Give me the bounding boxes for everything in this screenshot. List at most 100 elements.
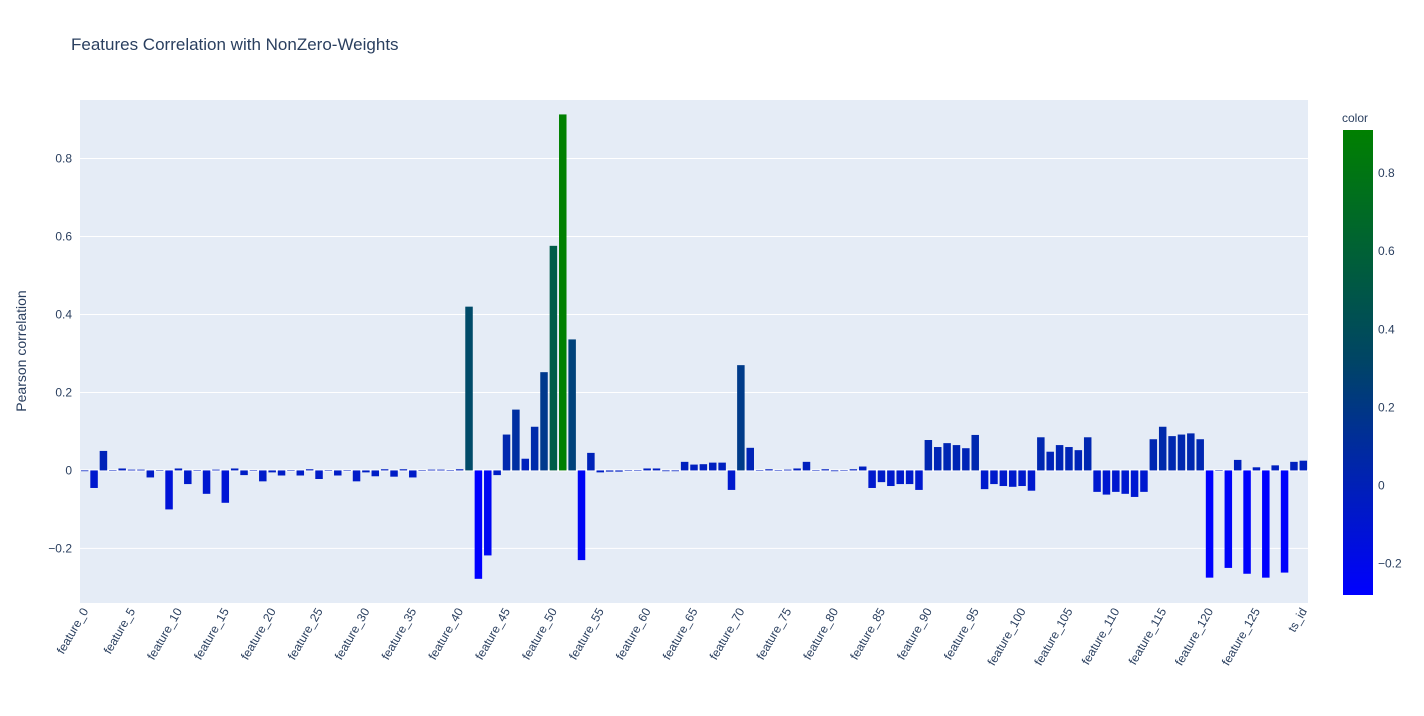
bar[interactable]: feature_119: 0.08 <box>1196 439 1204 471</box>
bar[interactable]: feature_114: 0.08 <box>1149 439 1158 471</box>
bar[interactable]: feature_97: -0.035 <box>990 470 998 485</box>
bar[interactable]: feature_9: -0.1 <box>165 470 173 510</box>
bar[interactable]: feature_13: -0.06 <box>202 470 211 494</box>
bar[interactable]: feature_42: -0.278 <box>474 470 483 579</box>
bar[interactable]: feature_75: 0.002 <box>783 469 792 471</box>
bar[interactable]: feature_107: 0.085 <box>1083 437 1092 471</box>
bar[interactable]: feature_19: -0.028 <box>259 470 267 482</box>
bar[interactable]: feature_37: 0.002 <box>427 469 436 471</box>
bar[interactable]: feature_83: 0.01 <box>858 466 867 471</box>
bar[interactable]: feature_126: -0.275 <box>1262 470 1270 578</box>
bar[interactable]: feature_105: 0.06 <box>1065 447 1073 471</box>
bar[interactable]: feature_89: -0.05 <box>915 470 923 490</box>
bar[interactable]: feature_94: 0.057 <box>962 448 970 471</box>
bar[interactable]: feature_21: -0.013 <box>277 470 286 476</box>
bar[interactable]: feature_59: 0 <box>634 470 642 471</box>
bar[interactable]: feature_16: 0.005 <box>230 468 239 471</box>
bar[interactable]: feature_62: -0.002 <box>662 470 670 472</box>
bar[interactable]: feature_38: 0.002 <box>437 469 445 471</box>
bar[interactable]: feature_61: 0.005 <box>652 468 661 471</box>
bar[interactable]: feature_40: 0.003 <box>455 469 464 471</box>
bar[interactable]: feature_58: 0 <box>624 470 633 471</box>
bar[interactable]: feature_64: 0.022 <box>680 461 689 471</box>
bar[interactable]: feature_25: -0.022 <box>315 470 323 480</box>
bar[interactable]: feature_12: 0 <box>193 470 201 471</box>
bar[interactable]: feature_30: -0.005 <box>362 470 370 473</box>
bar[interactable]: feature_50: 0.576 <box>549 245 558 471</box>
bar[interactable]: feature_112: -0.068 <box>1130 470 1139 497</box>
bar[interactable]: feature_11: -0.035 <box>184 470 192 485</box>
bar[interactable]: feature_49: 0.252 <box>540 372 548 471</box>
bar[interactable]: feature_80: -0.002 <box>830 470 839 472</box>
bar[interactable]: feature_4: 0.005 <box>118 468 126 471</box>
bar[interactable]: feature_67: 0.02 <box>708 462 717 471</box>
bar[interactable]: feature_0: -0.002 <box>80 470 89 472</box>
bar[interactable]: feature_26: 0 <box>324 470 333 471</box>
bar[interactable]: feature_124: -0.265 <box>1243 470 1251 574</box>
bar[interactable]: feature_31: -0.015 <box>371 470 380 477</box>
bar[interactable]: feature_122: -0.25 <box>1224 470 1233 568</box>
bar[interactable]: feature_15: -0.083 <box>221 470 230 503</box>
bar[interactable]: ts_id: 0.025 <box>1299 460 1308 471</box>
bar[interactable]: feature_65: 0.015 <box>690 464 698 471</box>
bar[interactable]: feature_70: 0.27 <box>737 365 745 471</box>
bar[interactable]: feature_117: 0.092 <box>1177 434 1186 471</box>
bar[interactable]: feature_48: 0.112 <box>530 426 539 471</box>
bar[interactable]: feature_63: -0.002 <box>671 470 680 472</box>
bar[interactable]: feature_109: -0.062 <box>1102 470 1111 495</box>
bar[interactable]: feature_41: 0.42 <box>465 306 473 471</box>
bar[interactable]: feature_17: -0.012 <box>240 470 248 476</box>
bar[interactable]: feature_54: 0.045 <box>587 452 595 471</box>
bar[interactable]: feature_68: 0.02 <box>718 462 726 471</box>
bar[interactable]: feature_27: -0.013 <box>334 470 342 476</box>
bar[interactable]: feature_84: -0.045 <box>868 470 876 488</box>
bar[interactable]: feature_93: 0.065 <box>952 445 961 471</box>
bar[interactable]: feature_82: 0.003 <box>849 469 858 471</box>
bar[interactable]: feature_24: 0.003 <box>305 469 314 471</box>
bar[interactable]: feature_10: 0.005 <box>174 468 183 471</box>
bar[interactable]: feature_76: 0.005 <box>793 468 801 471</box>
bar[interactable]: feature_121: 0 <box>1215 470 1223 471</box>
bar[interactable]: feature_103: 0.048 <box>1046 451 1054 471</box>
bar[interactable]: feature_120: -0.275 <box>1205 470 1214 578</box>
bar[interactable]: feature_33: -0.016 <box>390 470 398 477</box>
bar[interactable]: feature_55: -0.005 <box>596 470 605 473</box>
plot-background[interactable] <box>80 100 1308 603</box>
bar[interactable]: feature_43: -0.218 <box>484 470 492 556</box>
bar[interactable]: feature_96: -0.048 <box>980 470 989 490</box>
bar[interactable]: feature_106: 0.052 <box>1074 450 1083 471</box>
bar[interactable]: feature_91: 0.06 <box>933 447 942 471</box>
bar[interactable]: feature_20: -0.005 <box>268 470 276 473</box>
bar[interactable]: feature_99: -0.042 <box>1008 470 1017 487</box>
bar[interactable]: feature_88: -0.035 <box>905 470 914 485</box>
bar[interactable]: feature_66: 0.016 <box>699 464 708 471</box>
bar[interactable]: feature_7: -0.018 <box>146 470 155 478</box>
bar[interactable]: feature_28: 0 <box>343 470 351 471</box>
bar[interactable]: feature_6: 0.002 <box>137 469 145 471</box>
bar[interactable]: feature_29: -0.028 <box>352 470 361 482</box>
bar[interactable]: feature_32: 0.003 <box>380 469 389 471</box>
bar[interactable]: feature_111: -0.06 <box>1121 470 1129 494</box>
bar[interactable]: feature_116: 0.088 <box>1168 436 1176 471</box>
bar[interactable]: feature_45: 0.092 <box>502 434 511 471</box>
bar[interactable]: feature_23: -0.013 <box>296 470 305 476</box>
bar[interactable]: feature_90: 0.078 <box>924 440 933 471</box>
bar[interactable]: feature_127: 0.013 <box>1271 465 1279 471</box>
bar[interactable]: feature_47: 0.03 <box>521 458 530 471</box>
bar[interactable]: feature_36: 0 <box>418 470 426 471</box>
bar[interactable]: feature_98: -0.04 <box>999 470 1008 487</box>
bar[interactable]: feature_101: -0.052 <box>1027 470 1036 491</box>
bar[interactable]: feature_118: 0.095 <box>1187 433 1195 471</box>
bar[interactable]: feature_85: -0.03 <box>877 470 886 483</box>
bar[interactable]: feature_73: 0.003 <box>765 469 773 471</box>
bar[interactable]: feature_18: 0 <box>249 470 258 471</box>
bar[interactable]: feature_72: 0 <box>755 470 764 471</box>
bar[interactable]: feature_77: 0.022 <box>802 461 811 471</box>
bar[interactable]: feature_1: -0.045 <box>90 470 98 488</box>
bar[interactable]: feature_128: -0.262 <box>1280 470 1289 573</box>
bar[interactable]: feature_57: -0.003 <box>615 470 623 472</box>
bar[interactable]: feature_78: 0 <box>812 470 820 471</box>
bar[interactable]: feature_44: -0.012 <box>493 470 501 476</box>
bar[interactable]: feature_102: 0.085 <box>1037 437 1045 471</box>
bar[interactable]: feature_34: 0.003 <box>399 469 408 471</box>
